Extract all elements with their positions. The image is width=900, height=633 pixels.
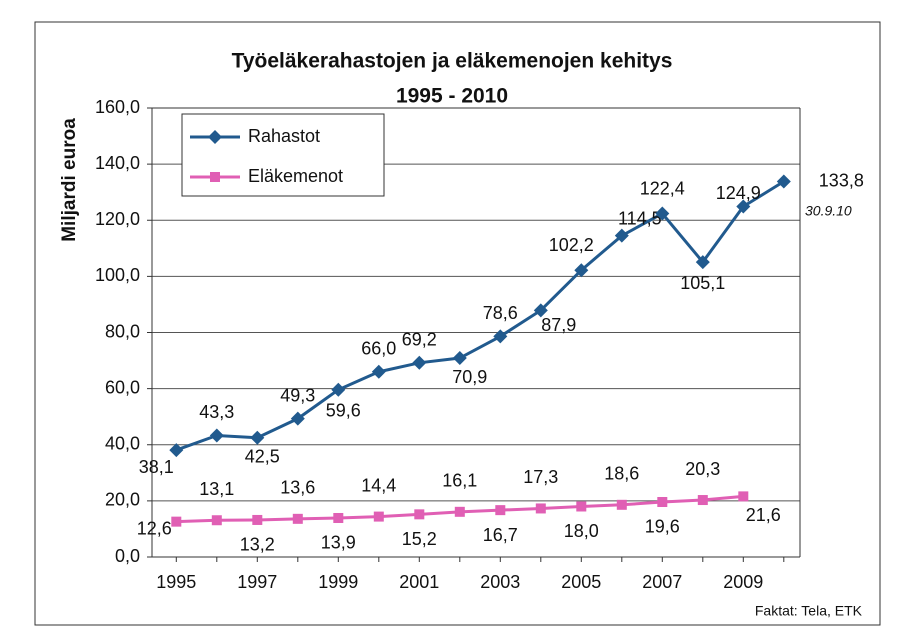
data-label: 133,8 (819, 170, 864, 190)
y-tick-label: 60,0 (105, 377, 140, 397)
marker (616, 499, 627, 510)
marker (533, 303, 548, 318)
x-tick-label: 1997 (237, 572, 277, 592)
marker (169, 443, 184, 458)
marker (576, 501, 587, 512)
x-tick-label: 1999 (318, 572, 358, 592)
data-label: 13,6 (280, 478, 315, 498)
data-label: 114,5 (618, 208, 662, 228)
data-label: 66,0 (361, 339, 396, 359)
marker (493, 329, 508, 344)
marker (697, 495, 708, 506)
data-label: 38,1 (139, 457, 174, 477)
marker (371, 364, 386, 379)
data-label: 70,9 (452, 367, 487, 387)
marker (736, 199, 751, 214)
data-label: 105,1 (680, 273, 725, 293)
y-tick-label: 0,0 (115, 546, 140, 566)
data-label: 13,9 (321, 533, 356, 553)
data-label: 18,6 (604, 464, 639, 484)
data-label: 21,6 (746, 505, 781, 525)
legend-box (181, 113, 385, 197)
marker (535, 503, 546, 514)
data-label: 19,6 (645, 517, 680, 537)
marker (211, 515, 222, 526)
source: Faktat: Tela, ETK (755, 603, 863, 619)
legend-label: Eläkemenot (248, 166, 343, 186)
marker (210, 172, 220, 182)
y-tick-label: 20,0 (105, 490, 140, 510)
y-axis-label: Miljardi euroa (59, 118, 80, 242)
y-tick-label: 120,0 (95, 209, 140, 229)
x-tick-label: 2005 (561, 572, 601, 592)
marker (574, 263, 589, 278)
marker (209, 428, 224, 443)
chart-title: Työeläkerahastojen ja eläkemenojen kehit… (232, 50, 673, 73)
y-tick-label: 80,0 (105, 321, 140, 341)
marker (414, 509, 425, 520)
data-label: 13,1 (199, 479, 234, 499)
data-label: 17,3 (523, 467, 558, 487)
data-label: 18,0 (564, 521, 599, 541)
marker (657, 496, 668, 507)
data-label: 78,6 (483, 303, 518, 323)
x-tick-label: 2001 (399, 572, 439, 592)
marker (454, 506, 465, 517)
marker (333, 512, 344, 523)
data-label: 59,6 (326, 400, 361, 420)
marker (614, 228, 629, 243)
data-label: 14,4 (361, 475, 396, 495)
x-tick-label: 2003 (480, 572, 520, 592)
marker (412, 355, 427, 370)
data-label: 12,6 (137, 518, 172, 538)
marker (373, 511, 384, 522)
data-label: 49,3 (280, 385, 315, 405)
x-tick-label: 1995 (156, 572, 196, 592)
data-label: 16,7 (483, 525, 518, 545)
data-label: 43,3 (199, 402, 234, 422)
marker (738, 491, 749, 502)
marker (292, 513, 303, 524)
marker (695, 255, 710, 270)
marker (452, 351, 467, 366)
data-label: 69,2 (402, 330, 437, 350)
data-label: 13,2 (240, 535, 275, 555)
annotation: 30.9.10 (805, 203, 852, 219)
x-tick-label: 2009 (723, 572, 763, 592)
y-tick-label: 40,0 (105, 434, 140, 454)
marker (171, 516, 182, 527)
line (175, 180, 785, 452)
marker (208, 130, 222, 144)
x-tick-label: 2007 (642, 572, 682, 592)
data-label: 15,2 (402, 529, 437, 549)
data-label: 87,9 (541, 315, 576, 335)
chart-subtitle: 1995 - 2010 (396, 85, 508, 108)
y-tick-label: 160,0 (95, 97, 140, 117)
data-label: 42,5 (245, 446, 280, 466)
y-tick-label: 140,0 (95, 153, 140, 173)
marker (250, 430, 265, 445)
data-label: 102,2 (549, 235, 594, 255)
data-label: 122,4 (640, 178, 685, 198)
data-label: 16,1 (442, 471, 477, 491)
data-label: 20,3 (685, 459, 720, 479)
marker (331, 382, 346, 397)
marker (495, 505, 506, 516)
data-label: 124,9 (716, 183, 761, 203)
marker (776, 174, 791, 189)
marker (655, 206, 670, 221)
y-tick-label: 100,0 (95, 265, 140, 285)
marker (290, 411, 305, 426)
marker (252, 514, 263, 525)
legend-label: Rahastot (248, 126, 320, 146)
